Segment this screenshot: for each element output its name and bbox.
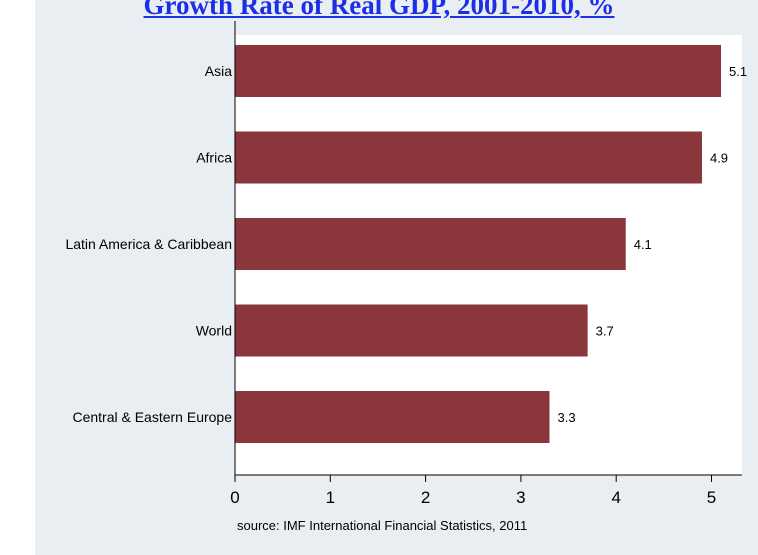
chart-title: Growth Rate of Real GDP, 2001-2010, % (143, 0, 615, 20)
category-label: Central & Eastern Europe (72, 409, 232, 425)
category-label: Latin America & Caribbean (65, 236, 232, 252)
x-tick-label: 0 (230, 488, 239, 507)
x-tick-label: 2 (421, 488, 430, 507)
value-label: 3.3 (557, 410, 575, 425)
bar-1 (235, 131, 702, 184)
category-label: World (196, 323, 232, 339)
category-label: Africa (196, 150, 232, 166)
category-label: Asia (205, 63, 232, 79)
x-tick-label: 5 (707, 488, 716, 507)
bar-2 (235, 218, 626, 270)
x-tick-label: 1 (326, 488, 335, 507)
x-tick-label: 3 (516, 488, 525, 507)
bar-3 (235, 304, 588, 357)
x-axis-ticks: 0 1 2 3 4 5 (230, 475, 716, 507)
value-label: 3.7 (596, 324, 614, 339)
value-label: 5.1 (729, 64, 747, 79)
bars-group: Asia 5.1 Africa 4.9 Latin America & Caribbea… (65, 45, 747, 443)
bar-4 (235, 391, 550, 443)
bar-0 (235, 45, 722, 97)
value-label: 4.9 (710, 151, 728, 166)
value-label: 4.1 (634, 237, 652, 252)
source-note: source: IMF International Financial Stat… (237, 518, 527, 533)
x-tick-label: 4 (611, 488, 620, 507)
